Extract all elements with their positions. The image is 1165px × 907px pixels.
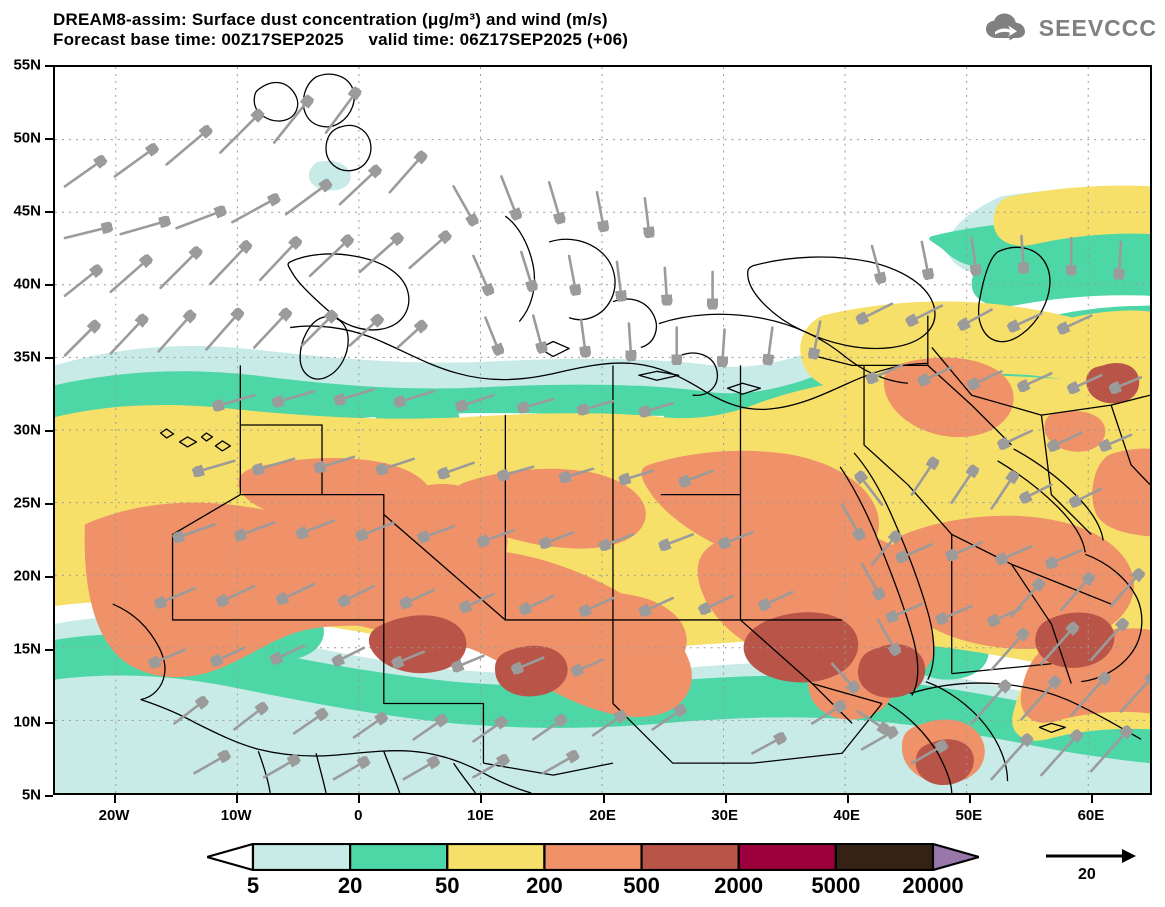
y-tick-mark bbox=[45, 503, 53, 505]
y-tick-mark bbox=[45, 65, 53, 67]
colorbar-band bbox=[640, 843, 740, 871]
x-tick-label: 20E bbox=[589, 807, 616, 824]
x-tick-label: 10E bbox=[467, 807, 494, 824]
chart-title-block: DREAM8-assim: Surface dust concentration… bbox=[53, 10, 628, 50]
x-tick-mark bbox=[846, 795, 849, 803]
x-tick-label: 0 bbox=[354, 807, 363, 824]
dust-concentration-field bbox=[55, 67, 1150, 793]
x-tick-label: 60E bbox=[1077, 807, 1105, 824]
colorbar-band-under bbox=[207, 843, 255, 871]
y-tick-mark bbox=[45, 284, 53, 286]
colorbar-tick-label: 50 bbox=[435, 873, 460, 898]
y-tick-label: 5N bbox=[21, 786, 41, 804]
chart-subtitle: Forecast base time: 00Z17SEP2025 valid t… bbox=[53, 30, 629, 49]
cloud-arrow-icon bbox=[985, 13, 1025, 41]
y-tick-label: 45N bbox=[13, 202, 41, 220]
wind-reference-arrow-icon bbox=[1046, 849, 1136, 863]
y-tick-label: 30N bbox=[13, 421, 41, 439]
y-tick-label: 40N bbox=[13, 275, 41, 293]
x-tick-label: 40E bbox=[833, 807, 861, 824]
seevccc-logo: SEEVCCC bbox=[984, 13, 1157, 43]
x-tick-mark bbox=[968, 795, 971, 803]
x-tick-label: 10W bbox=[220, 807, 252, 824]
colorbar-band bbox=[543, 843, 643, 871]
x-tick-mark bbox=[236, 795, 239, 803]
logo-text: SEEVCCC bbox=[1038, 14, 1157, 41]
y-tick-mark bbox=[45, 430, 53, 432]
chart-title: DREAM8-assim: Surface dust concentration… bbox=[53, 10, 608, 29]
colorbar-tick-label: 5 bbox=[246, 873, 260, 898]
y-tick-mark bbox=[45, 357, 53, 359]
wind-key-label: 20 bbox=[1078, 866, 1096, 883]
x-tick-label: 50E bbox=[955, 807, 983, 824]
colorbar-band bbox=[446, 843, 546, 871]
y-tick-mark bbox=[45, 722, 53, 724]
header: DREAM8-assim: Surface dust concentration… bbox=[0, 0, 1165, 60]
y-tick-mark bbox=[45, 138, 53, 140]
x-tick-mark bbox=[480, 795, 483, 803]
y-tick-mark bbox=[45, 211, 53, 213]
colorbar-tick-label: 20000 bbox=[902, 873, 964, 898]
colorbar-band bbox=[737, 843, 837, 871]
x-tick-mark bbox=[114, 795, 117, 803]
map-plot-area[interactable] bbox=[53, 65, 1152, 795]
y-tick-mark bbox=[45, 795, 53, 797]
x-tick-label: 30E bbox=[711, 807, 738, 824]
colorbar-tick-label: 200 bbox=[526, 873, 563, 898]
colorbar[interactable] bbox=[207, 843, 979, 871]
y-tick-mark bbox=[45, 576, 53, 578]
colorbar-tick-label: 2000 bbox=[714, 873, 764, 898]
colorbar-tick-label: 20 bbox=[337, 873, 363, 898]
y-tick-label: 55N bbox=[13, 56, 41, 74]
y-tick-label: 10N bbox=[13, 713, 41, 731]
colorbar-band-over bbox=[931, 843, 979, 871]
colorbar-band bbox=[251, 843, 352, 871]
y-tick-label: 25N bbox=[13, 494, 41, 512]
y-tick-label: 20N bbox=[13, 567, 41, 585]
x-tick-mark bbox=[1090, 795, 1093, 803]
colorbar-band bbox=[349, 843, 449, 871]
wind-scale-key: 20 bbox=[1040, 846, 1150, 892]
colorbar-tick-label: 5000 bbox=[811, 873, 861, 898]
x-tick-mark bbox=[358, 795, 361, 803]
y-tick-mark bbox=[45, 649, 53, 651]
colorbar-swatches[interactable] bbox=[207, 843, 979, 871]
x-tick-mark bbox=[724, 795, 727, 803]
y-tick-label: 35N bbox=[13, 348, 41, 366]
y-tick-label: 15N bbox=[13, 640, 41, 658]
x-tick-label: 20W bbox=[98, 807, 130, 824]
colorbar-band bbox=[834, 843, 935, 871]
x-tick-mark bbox=[602, 795, 605, 803]
y-tick-label: 50N bbox=[13, 129, 41, 147]
colorbar-tick-label: 500 bbox=[623, 873, 660, 898]
